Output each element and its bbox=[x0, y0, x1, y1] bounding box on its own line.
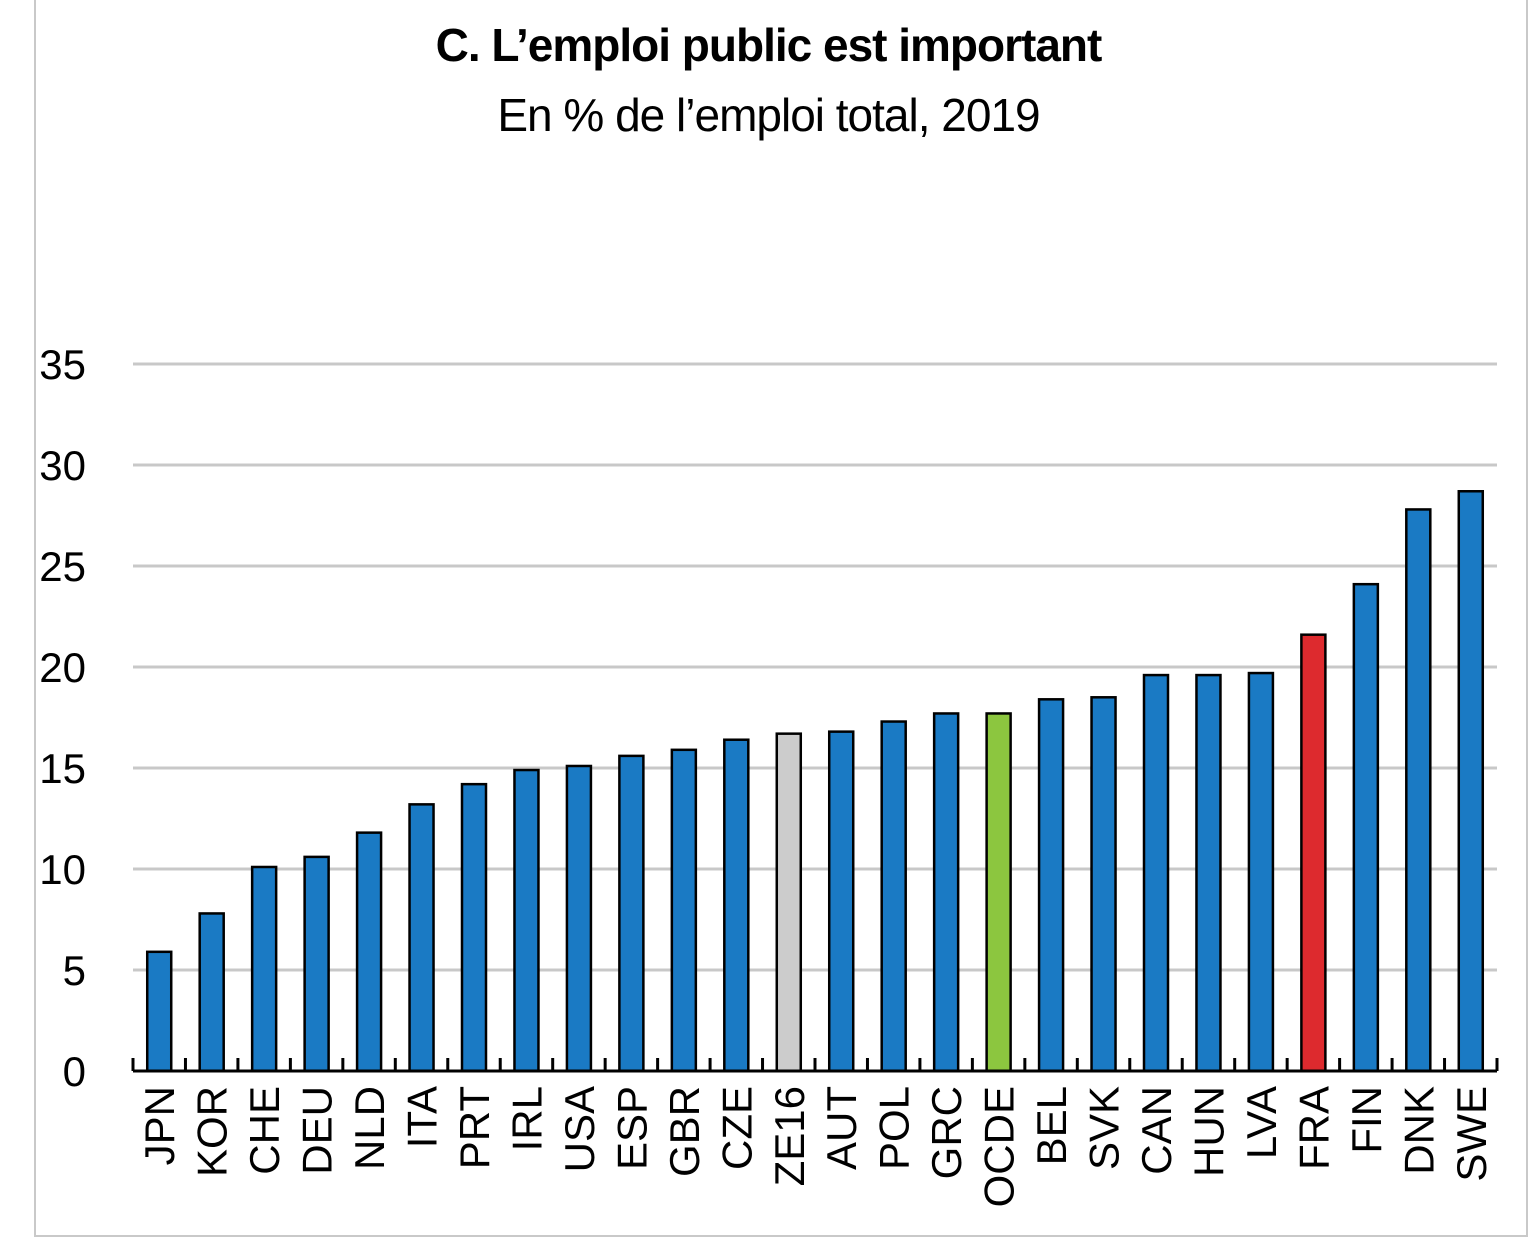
x-category-label: GRC bbox=[923, 1086, 970, 1179]
x-category-label: HUN bbox=[1185, 1086, 1232, 1177]
y-tick-label: 30 bbox=[39, 442, 86, 489]
x-category-label: DNK bbox=[1395, 1086, 1442, 1175]
y-tick-label: 15 bbox=[39, 745, 86, 792]
x-category-label: LVA bbox=[1238, 1086, 1285, 1159]
bar-aut bbox=[827, 730, 855, 1073]
x-category-label: ITA bbox=[399, 1086, 446, 1148]
x-category-label: IRL bbox=[503, 1086, 550, 1151]
bar-cze bbox=[723, 738, 750, 1073]
bar-swe bbox=[1457, 490, 1485, 1073]
y-tick-label: 5 bbox=[63, 947, 86, 994]
bar-lva bbox=[1247, 671, 1275, 1073]
bar-nld bbox=[355, 831, 383, 1073]
bar-ocde bbox=[985, 712, 1012, 1073]
bar-svk bbox=[1090, 696, 1117, 1073]
bar-hun bbox=[1195, 673, 1222, 1073]
x-category-label: NLD bbox=[346, 1086, 393, 1170]
x-category-label: JPN bbox=[136, 1086, 183, 1165]
bar-bel bbox=[1037, 698, 1065, 1073]
bar-usa bbox=[565, 764, 593, 1073]
bar-irl bbox=[513, 768, 540, 1073]
x-category-label: CHE bbox=[241, 1086, 288, 1175]
bar-ze16 bbox=[775, 732, 803, 1073]
x-category-label: FRA bbox=[1290, 1086, 1337, 1170]
y-tick-label: 10 bbox=[39, 846, 86, 893]
x-category-label: CZE bbox=[713, 1086, 760, 1170]
x-category-label: CAN bbox=[1133, 1086, 1180, 1175]
x-category-label: ESP bbox=[608, 1086, 655, 1170]
x-category-label: OCDE bbox=[976, 1086, 1023, 1207]
bar-kor bbox=[198, 912, 225, 1073]
x-category-label: ZE16 bbox=[766, 1086, 813, 1186]
x-category-label: BEL bbox=[1028, 1086, 1075, 1165]
x-category-label: PRT bbox=[451, 1086, 498, 1169]
x-category-label: FIN bbox=[1343, 1086, 1390, 1154]
x-category-label: SWE bbox=[1448, 1086, 1495, 1182]
y-tick-label: 35 bbox=[39, 341, 86, 388]
bar-gbr bbox=[670, 748, 698, 1073]
bar-che bbox=[250, 865, 278, 1073]
gridlines bbox=[133, 362, 1497, 972]
bar-jpn bbox=[145, 950, 173, 1073]
bar-deu bbox=[303, 855, 330, 1073]
x-category-label: AUT bbox=[818, 1086, 865, 1170]
x-category-label: KOR bbox=[189, 1086, 236, 1177]
y-tick-label: 20 bbox=[39, 644, 86, 691]
bar-fra bbox=[1300, 633, 1327, 1073]
x-category-label: USA bbox=[556, 1086, 603, 1172]
bar-pol bbox=[880, 720, 907, 1073]
bar-ita bbox=[408, 803, 435, 1073]
bars bbox=[145, 490, 1485, 1073]
x-axis-category-labels: JPN KOR CHE DEU NLD ITA PRT IRL USA ESP GBR CZE ZE16… bbox=[136, 1086, 1495, 1207]
bar-can bbox=[1142, 673, 1170, 1073]
bar-dnk bbox=[1405, 508, 1432, 1073]
y-tick-label: 0 bbox=[63, 1048, 86, 1095]
x-category-label: SVK bbox=[1081, 1086, 1128, 1170]
x-category-label: DEU bbox=[294, 1086, 341, 1175]
x-category-label: POL bbox=[871, 1086, 918, 1170]
y-axis-tick-labels: 0 5 10 15 20 25 30 35 bbox=[39, 341, 86, 1095]
bar-fin bbox=[1352, 582, 1380, 1073]
chart-title: C. L’emploi public est important bbox=[435, 19, 1103, 71]
bar-grc bbox=[932, 712, 960, 1073]
x-axis bbox=[131, 1058, 1499, 1073]
bar-prt bbox=[460, 782, 488, 1073]
bar-esp bbox=[618, 754, 645, 1073]
y-tick-label: 25 bbox=[39, 543, 86, 590]
chart-subtitle: En % de l’emploi total, 2019 bbox=[497, 89, 1040, 141]
chart-frame bbox=[34, 0, 1528, 1237]
x-category-label: GBR bbox=[661, 1086, 708, 1177]
